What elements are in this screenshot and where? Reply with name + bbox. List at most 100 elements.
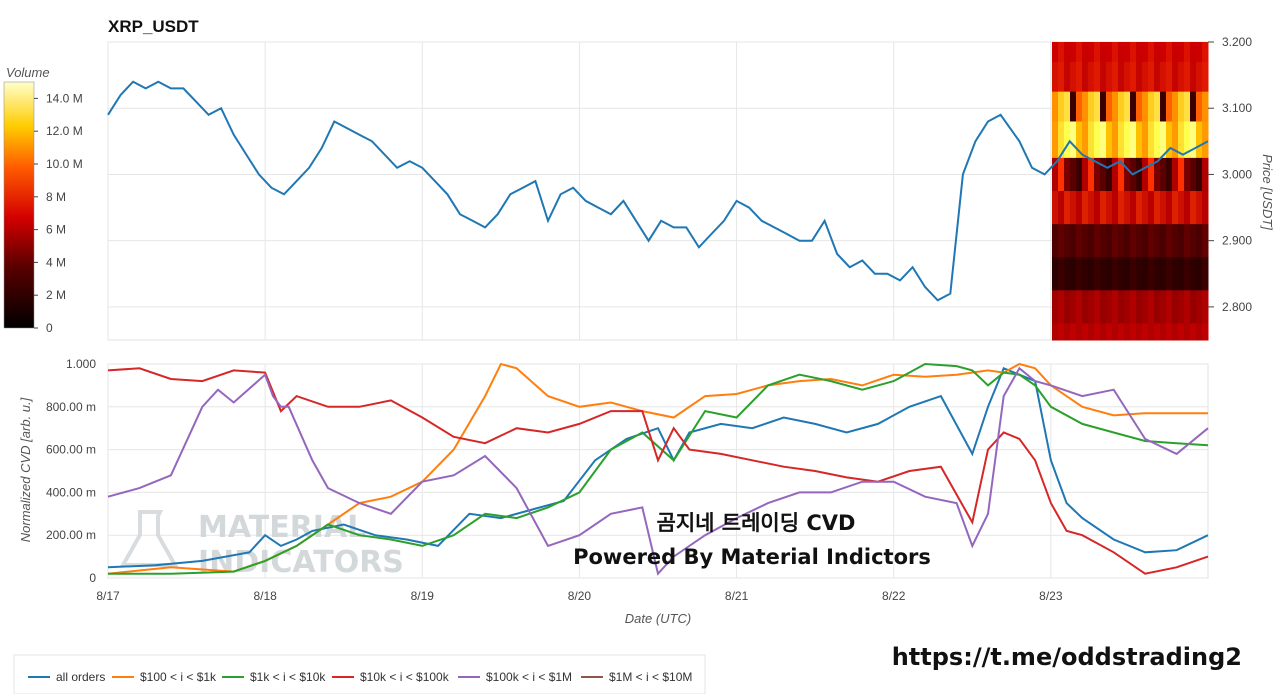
heatmap-cell bbox=[1178, 42, 1185, 63]
legend-label[interactable]: all orders bbox=[56, 670, 105, 684]
heatmap-cell bbox=[1070, 42, 1077, 63]
price-line bbox=[107, 80, 1209, 302]
cvd-line bbox=[107, 366, 1209, 576]
material-indicators-logo: MATERIAL INDICATORS bbox=[119, 510, 404, 580]
heatmap-cell bbox=[1178, 157, 1185, 192]
heatmap-cell bbox=[1124, 257, 1131, 291]
heatmap-cell bbox=[1166, 157, 1173, 192]
heatmap-cell bbox=[1196, 61, 1203, 93]
heatmap-cell bbox=[1112, 257, 1119, 291]
heatmap-cell bbox=[1178, 91, 1185, 122]
heatmap-cell bbox=[1202, 224, 1209, 258]
heatmap-cell bbox=[1136, 157, 1143, 192]
heatmap-cell bbox=[1100, 191, 1107, 225]
heatmap-cell bbox=[1088, 224, 1095, 258]
heatmap-cell bbox=[1124, 121, 1131, 159]
heatmap-cell bbox=[1082, 61, 1089, 93]
cvd-tick-label: 800.00 m bbox=[46, 400, 96, 414]
heatmap-cell bbox=[1166, 42, 1173, 63]
heatmap-cell bbox=[1064, 257, 1071, 291]
heatmap-cell bbox=[1142, 224, 1149, 258]
heatmap-cell bbox=[1160, 42, 1167, 63]
heatmap-cell bbox=[1148, 191, 1155, 225]
heatmap-cell bbox=[1106, 91, 1113, 122]
heatmap-cell bbox=[1166, 290, 1173, 324]
heatmap-cell bbox=[1190, 157, 1197, 192]
heatmap-cell bbox=[1172, 91, 1179, 122]
heatmap-cell bbox=[1154, 323, 1161, 341]
heatmap-cell bbox=[1148, 290, 1155, 324]
heatmap-cell bbox=[1052, 191, 1059, 225]
legend-label[interactable]: $100 < i < $1k bbox=[140, 670, 217, 684]
heatmap-cell bbox=[1190, 257, 1197, 291]
heatmap-cell bbox=[1070, 191, 1077, 225]
watermark-line2: Powered By Material Indictors bbox=[573, 545, 931, 569]
cvd-series bbox=[107, 362, 1209, 576]
heatmap-cell bbox=[1082, 257, 1089, 291]
heatmap-cell bbox=[1196, 323, 1203, 341]
heatmap-cell bbox=[1190, 121, 1197, 159]
heatmap-cell bbox=[1106, 323, 1113, 341]
legend-label[interactable]: $100k < i < $1M bbox=[486, 670, 572, 684]
heatmap-cell bbox=[1088, 191, 1095, 225]
heatmap-cell bbox=[1118, 257, 1125, 291]
heatmap-cell bbox=[1112, 121, 1119, 159]
heatmap-cell bbox=[1064, 61, 1071, 93]
watermark-line1: 곰지네 트레이딩 CVD bbox=[657, 511, 856, 535]
heatmap-cell bbox=[1184, 91, 1191, 122]
heatmap-cell bbox=[1166, 91, 1173, 122]
heatmap-cell bbox=[1052, 290, 1059, 324]
heatmap-cell bbox=[1112, 91, 1119, 122]
heatmap-cell bbox=[1100, 224, 1107, 258]
heatmap-cell bbox=[1088, 42, 1095, 63]
logo-text-2: INDICATORS bbox=[198, 545, 404, 580]
price-tick-label: 3.100 bbox=[1222, 101, 1252, 115]
legend-label[interactable]: $1k < i < $10k bbox=[250, 670, 326, 684]
heatmap-cell bbox=[1166, 224, 1173, 258]
heatmap-cell bbox=[1172, 257, 1179, 291]
heatmap-cell bbox=[1082, 323, 1089, 341]
heatmap-cell bbox=[1136, 121, 1143, 159]
heatmap-cell bbox=[1190, 61, 1197, 93]
cvd-y-ticks: 1.000 800.00 m 600.00 m 400.00 m 200.00 m 0 bbox=[46, 357, 96, 585]
heatmap-cell bbox=[1160, 290, 1167, 324]
heatmap-cell bbox=[1202, 91, 1209, 122]
colorbar-tick-label: 10.0 M bbox=[46, 157, 83, 171]
price-tick-label: 3.000 bbox=[1222, 167, 1252, 181]
heatmap-cell bbox=[1088, 157, 1095, 192]
heatmap-cell bbox=[1118, 323, 1125, 341]
price-grid bbox=[107, 41, 1208, 340]
heatmap-cell bbox=[1118, 42, 1125, 63]
heatmap-cell bbox=[1082, 290, 1089, 324]
heatmap-cell bbox=[1166, 61, 1173, 93]
heatmap-cell bbox=[1142, 191, 1149, 225]
heatmap-cell bbox=[1058, 224, 1065, 258]
heatmap-cell bbox=[1088, 257, 1095, 291]
heatmap-cell bbox=[1148, 157, 1155, 192]
price-y-ticks: 3.200 3.100 3.000 2.900 2.800 bbox=[1208, 35, 1252, 314]
heatmap-cell bbox=[1148, 323, 1155, 341]
heatmap-cell bbox=[1094, 91, 1101, 122]
legend-label[interactable]: $1M < i < $10M bbox=[609, 670, 692, 684]
telegram-link[interactable]: https://t.me/oddstrading2 bbox=[892, 643, 1242, 671]
heatmap-cell bbox=[1202, 257, 1209, 291]
heatmap-cell bbox=[1100, 61, 1107, 93]
heatmap-cell bbox=[1070, 323, 1077, 341]
heatmap-cell bbox=[1166, 257, 1173, 291]
heatmap-cell bbox=[1106, 224, 1113, 258]
heatmap-cell bbox=[1070, 290, 1077, 324]
legend-label[interactable]: $10k < i < $100k bbox=[360, 670, 450, 684]
heatmap-cell bbox=[1184, 42, 1191, 63]
heatmap-cell bbox=[1100, 42, 1107, 63]
heatmap-cell bbox=[1148, 42, 1155, 63]
heatmap-cell bbox=[1118, 191, 1125, 225]
heatmap-cell bbox=[1202, 157, 1209, 192]
heatmap-cell bbox=[1076, 224, 1083, 258]
heatmap-cell bbox=[1202, 191, 1209, 225]
heatmap-cell bbox=[1076, 157, 1083, 192]
heatmap-cell bbox=[1064, 121, 1071, 159]
heatmap-cell bbox=[1172, 323, 1179, 341]
heatmap-cell bbox=[1172, 61, 1179, 93]
heatmap-cell bbox=[1088, 61, 1095, 93]
heatmap-cell bbox=[1172, 290, 1179, 324]
